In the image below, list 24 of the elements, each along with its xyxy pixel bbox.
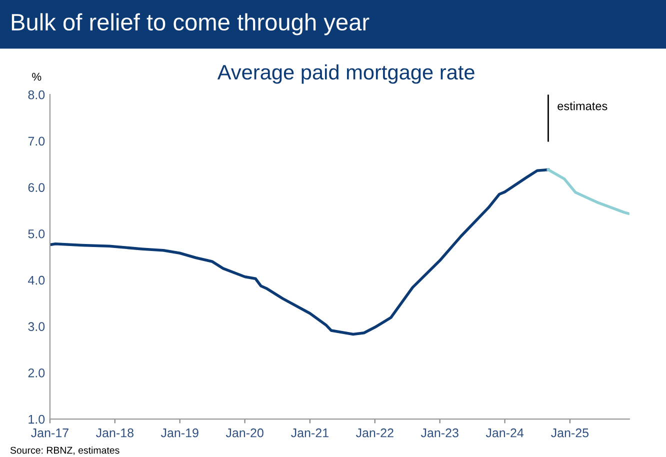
x-tick-label: Jan-24 [486, 428, 524, 438]
x-tick-label: Jan-23 [420, 428, 458, 438]
chart-title: Bulk of relief to come through year [12, 13, 370, 36]
y-tick-label: 6.0 [28, 183, 45, 192]
chart-subtitle: Average paid mortgage rate [217, 64, 474, 84]
y-tick-label: 3.0 [28, 322, 45, 332]
ref-line-label: estimates [558, 102, 608, 110]
x-tick-label: Jan-20 [226, 428, 264, 438]
x-tick-label: Jan-21 [291, 428, 328, 438]
x-tick-label: Jan-18 [96, 428, 134, 438]
x-tick-label: Jan-22 [356, 428, 394, 438]
y-tick-label: 4.0 [28, 276, 45, 285]
y-tick-label: 8.0 [28, 90, 45, 100]
line-series [546, 168, 630, 216]
y-tick-label: 1.0 [28, 414, 45, 424]
x-tick-label: Jan-19 [160, 428, 198, 438]
line-series [50, 168, 550, 336]
y-tick-label: 7.0 [28, 136, 45, 146]
source-note: Source: RBNZ, estimates [10, 446, 120, 455]
x-tick-label: Jan-25 [551, 428, 589, 438]
x-tick-label: Jan-17 [31, 428, 68, 438]
y-tick-label: 5.0 [28, 229, 45, 238]
y-tick-label: 2.0 [28, 368, 45, 378]
y-axis-title: % [32, 72, 42, 81]
